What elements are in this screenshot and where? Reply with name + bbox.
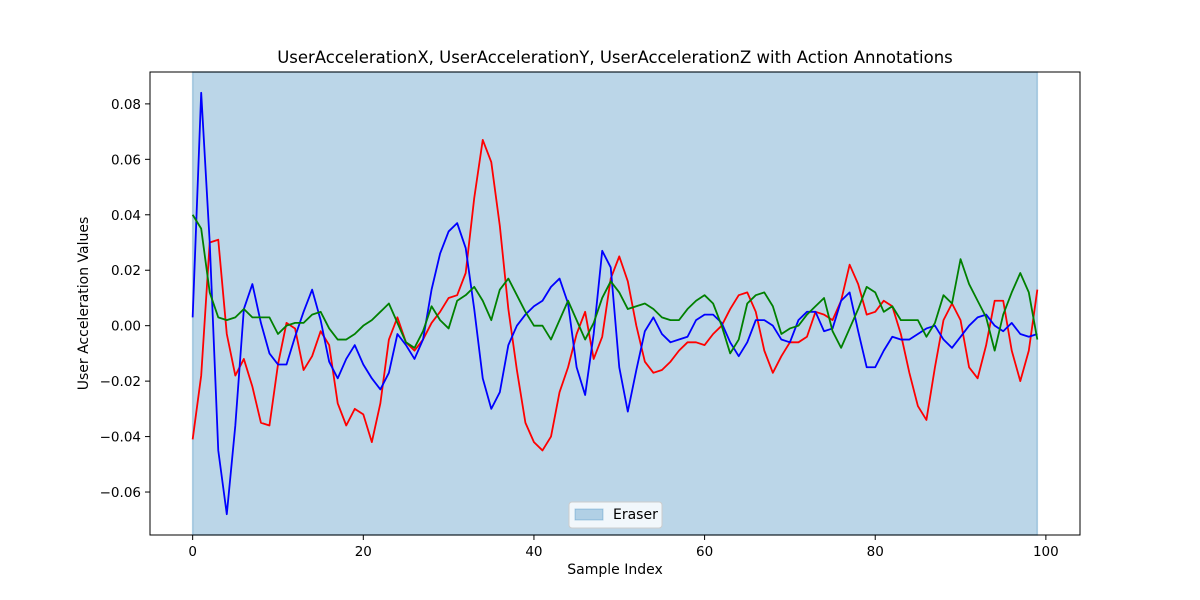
legend-box: [568, 501, 663, 529]
chart-title: UserAccelerationX, UserAccelerationY, Us…: [277, 48, 953, 67]
y-axis-label: User Acceleration Values: [76, 217, 92, 391]
axes-frame: [149, 71, 1081, 536]
y-tick-label: −0.04: [100, 430, 141, 446]
y-tick-label: 0.08: [111, 97, 141, 113]
y-tick-label: 0.00: [111, 319, 141, 335]
x-tick-label: 20: [355, 544, 372, 560]
series-line-1: [191, 91, 1038, 516]
series-line-0: [191, 139, 1039, 452]
y-tick-label: 0.06: [111, 152, 141, 168]
y-tick-label: −0.02: [100, 374, 141, 390]
y-tick-label: 0.04: [111, 208, 141, 224]
legend-swatch: [574, 508, 604, 521]
x-axis: 0 20 40 60 80 100: [188, 535, 1059, 560]
x-tick-label: 60: [696, 544, 713, 560]
legend: Eraser: [568, 501, 663, 529]
x-tick-label: 100: [1033, 544, 1059, 560]
series-lines: [191, 91, 1039, 516]
x-tick-label: 80: [867, 544, 884, 560]
x-tick-label: 40: [525, 544, 542, 560]
annotation-band-0: [191, 71, 1039, 536]
x-tick-label: 0: [188, 544, 197, 560]
annotation-bands: [191, 71, 1039, 536]
y-tick-label: 0.02: [111, 263, 141, 279]
series-line-2: [191, 214, 1039, 355]
x-axis-label: Sample Index: [567, 562, 662, 578]
y-tick-label: −0.06: [100, 485, 141, 501]
plot-area: [149, 71, 1081, 536]
legend-label: Eraser: [613, 507, 658, 523]
y-axis: −0.06 −0.04 −0.02 0.00 0.02 0.04 0.06 0.08: [100, 97, 150, 501]
